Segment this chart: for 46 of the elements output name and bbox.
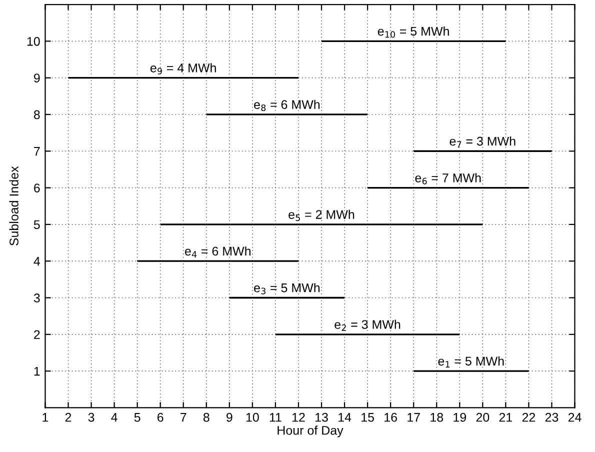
- x-tick-label: 8: [203, 412, 210, 422]
- y-axis-title: Subload Index: [9, 166, 18, 246]
- annotation: e$_{9}$ = 4 MWh: [150, 63, 216, 74]
- y-tick-label: 9: [34, 74, 40, 82]
- annotation: e$_{7}$ = 3 MWh: [450, 136, 516, 148]
- x-tick-label: 21: [499, 412, 512, 422]
- x-tick-label: 2: [65, 412, 72, 422]
- x-tick-label: 20: [476, 412, 490, 422]
- annotation: e$_{5}$ = 2 MWh: [288, 210, 354, 222]
- x-tick-label: 18: [430, 412, 444, 422]
- x-tick-label: 22: [522, 412, 536, 422]
- x-tick-label: 6: [158, 412, 164, 422]
- x-tick-label: 24: [568, 412, 582, 422]
- x-tick-label: 11: [270, 413, 282, 422]
- y-tick-label: 1: [34, 366, 40, 376]
- x-tick-label: 7: [180, 413, 186, 422]
- x-tick-label: 5: [134, 413, 140, 422]
- y-tick-label: 7: [34, 147, 40, 156]
- x-tick-label: 4: [111, 413, 118, 422]
- x-tick-label: 10: [246, 412, 259, 422]
- y-tick-label: 10: [27, 36, 40, 46]
- y-tick-label: 4: [34, 257, 40, 266]
- x-tick-label: 23: [545, 412, 558, 422]
- y-tick-label: 3: [34, 294, 40, 302]
- x-tick-label: 16: [384, 412, 397, 422]
- annotation: e$_{6}$ = 7 MWh: [415, 173, 481, 184]
- annotation: e$_{4}$ = 6 MWh: [184, 246, 250, 258]
- y-tick-label: 6: [34, 184, 40, 192]
- x-tick-label: 9: [226, 412, 232, 422]
- x-tick-label: 12: [292, 412, 305, 422]
- annotation: e$_{10}$ = 5 MWh: [378, 26, 449, 38]
- x-tick-label: 3: [88, 412, 94, 422]
- x-tick-label: 14: [338, 413, 352, 422]
- x-axis-title: Hour of Day: [278, 426, 344, 438]
- x-tick-label: 13: [316, 412, 328, 422]
- x-tick-label: 17: [408, 413, 420, 422]
- x-tick-label: 1: [42, 413, 48, 422]
- annotation: e$_{3}$ = 5 MWh: [254, 283, 320, 294]
- annotation: e$_{8}$ = 6 MWh: [254, 100, 320, 112]
- y-tick-label: 5: [34, 220, 40, 230]
- x-tick-label: 15: [362, 413, 374, 422]
- y-tick-label: 8: [34, 110, 40, 120]
- annotation: e$_{1}$ = 5 MWh: [438, 356, 504, 368]
- annotation: e$_{2}$ = 3 MWh: [334, 320, 400, 331]
- x-tick-label: 19: [454, 412, 466, 422]
- y-tick-label: 2: [34, 330, 40, 339]
